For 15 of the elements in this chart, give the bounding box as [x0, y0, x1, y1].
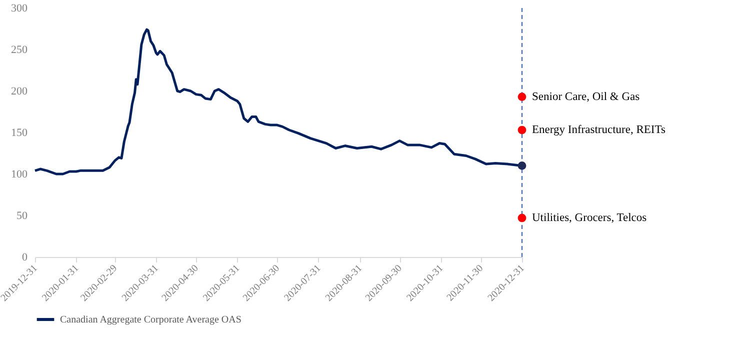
y-tick-label: 200 — [11, 86, 28, 98]
y-tick-label: 100 — [11, 168, 28, 180]
y-tick-label: 250 — [11, 44, 28, 56]
point — [518, 126, 526, 134]
point — [518, 162, 526, 170]
annotation: Utilities, Grocers, Telcos — [532, 212, 648, 224]
y-tick-label: 50 — [16, 210, 28, 222]
y-tick-label: 150 — [11, 127, 28, 139]
annotation: Senior Care, Oil & Gas — [532, 90, 640, 103]
point — [518, 92, 526, 101]
legend-label: Canadian Aggregate Corporate Average OAS — [60, 314, 242, 326]
y-tick-label: 0 — [22, 252, 28, 264]
annotation: Energy Infrastructure, REITs — [532, 124, 666, 136]
point — [518, 214, 526, 222]
y-tick-label: 300 — [11, 2, 28, 14]
